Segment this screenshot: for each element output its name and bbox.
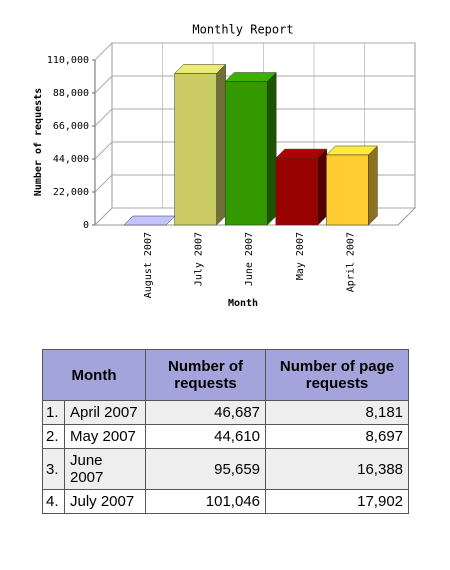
bar-front [275,157,319,226]
chart-title: Monthly Report [192,23,293,37]
table-cell: 8,697 [265,424,410,449]
x-tick-label: April 2007 [345,232,356,292]
table-cell: June 2007 [63,448,147,490]
table-row: 4. July 2007 101,046 17,902 [42,489,410,514]
bar-front [224,81,268,226]
table-cell: July 2007 [63,489,147,514]
x-tick-label: May 2007 [295,232,306,280]
chart: Monthly Report Number of requests Month … [33,23,417,309]
table-cell: 2. [42,424,65,449]
table-row: 2. May 2007 44,610 8,697 [42,424,410,449]
bar-side [368,145,378,226]
y-tick-label: 22,000 [53,187,89,198]
report-table: Month Number of requests Number of page re… [41,349,410,514]
bar [173,63,227,226]
x-tick-label: August 2007 [143,232,154,298]
x-axis-title: Month [228,298,258,309]
bar-top [224,72,277,82]
bar-top [275,148,328,159]
table-cell: 3. [42,448,65,490]
table-cell: April 2007 [63,400,147,425]
table-cell: 46,687 [145,400,267,425]
y-axis-title: Number of requests [33,88,44,196]
bar-top [325,145,379,156]
y-tick-label: 44,000 [53,154,89,165]
y-tick-label: 110,000 [47,55,89,66]
grid-line [94,42,415,61]
y-tick-label: 66,000 [53,121,89,132]
header-cell: Number of requests [145,349,267,401]
bar-side [216,63,226,226]
bar-front [174,73,217,226]
bar [325,145,379,226]
bar [224,71,277,226]
table-cell: 1. [42,400,65,425]
grid-line [94,75,415,94]
header-cell: Month [41,349,147,401]
table-row: 3. June 2007 95,659 16,388 [42,448,410,490]
table-cell: 101,046 [145,489,267,514]
table-cell: 4. [42,489,65,514]
bar-front [326,154,369,226]
table-cell: 8,181 [265,400,410,425]
bar-top [173,64,227,74]
grid-line [94,108,415,127]
table-row: 1. April 2007 46,687 8,181 [42,400,410,425]
table-cell: 17,902 [265,489,410,514]
bar-side [266,71,277,226]
table-cell: May 2007 [63,424,147,449]
bar [275,148,328,226]
grid-line [94,141,415,160]
table-cell: 95,659 [145,448,267,490]
y-tick-label: 88,000 [53,88,89,99]
bar [123,215,176,226]
bar-top [123,215,176,226]
table-cell: 16,388 [265,448,410,490]
y-tick-label: 0 [83,220,89,231]
header-cell: Number of page requests [265,349,410,401]
x-tick-label: June 2007 [244,232,255,286]
table-cell: 44,610 [145,424,267,449]
bar-side [317,148,328,226]
x-tick-label: July 2007 [194,232,205,286]
